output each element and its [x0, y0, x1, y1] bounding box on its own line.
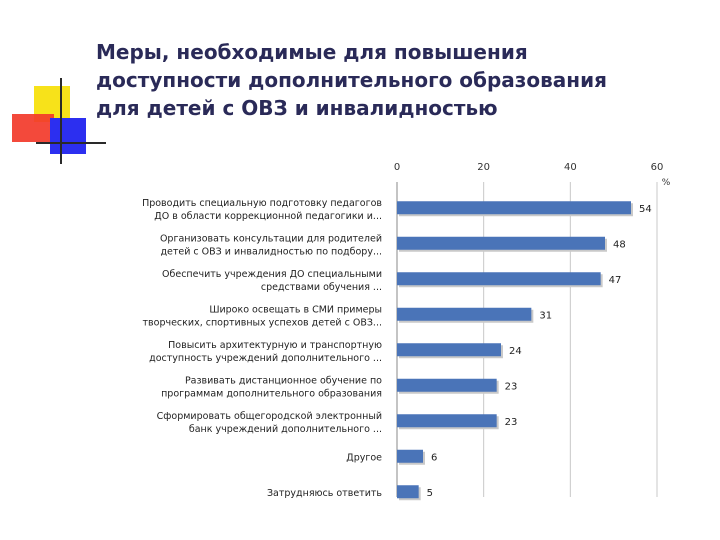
slide-title-line: Меры, необходимые для повышения	[96, 40, 528, 64]
bar	[397, 236, 605, 250]
category-label: Организовать консультации для родителей	[160, 233, 382, 244]
bar	[397, 307, 532, 321]
category-label: ДО в области коррекционной педагогики и.…	[154, 211, 382, 222]
x-tick-label: 60	[651, 162, 664, 173]
data-label: 5	[427, 488, 433, 499]
data-label: 23	[505, 381, 518, 392]
x-axis-unit-label: %	[662, 178, 671, 188]
category-label: Затрудняюсь ответить	[267, 488, 382, 499]
category-label: Сформировать общегородской электронный	[157, 411, 382, 422]
category-label: творческих, спортивных успехов детей с О…	[143, 317, 383, 328]
data-label: 47	[609, 275, 622, 286]
category-label: банк учреждений дополнительного ...	[189, 424, 382, 435]
bar	[397, 414, 497, 428]
data-label: 23	[505, 417, 518, 428]
bar	[397, 378, 497, 392]
category-label: Широко освещать в СМИ примеры	[209, 304, 382, 315]
category-label: средствами обучения ...	[261, 282, 382, 293]
bar	[397, 485, 419, 499]
data-label: 48	[613, 239, 626, 250]
category-label: Проводить специальную подготовку педагог…	[142, 198, 382, 209]
category-label: программам дополнительного образования	[161, 388, 382, 399]
slide-title-line: для детей с ОВЗ и инвалидностью	[96, 96, 498, 120]
decor-vertical-line	[60, 78, 62, 164]
category-label: детей с ОВЗ и инвалидностью по подбору..…	[160, 246, 382, 257]
category-label: Обеспечить учреждения ДО специальными	[162, 269, 382, 280]
category-label: Повысить архитектурную и транспортную	[168, 340, 382, 351]
bar	[397, 201, 631, 215]
data-label: 24	[509, 346, 522, 357]
bar	[397, 343, 501, 357]
data-label: 31	[539, 310, 552, 321]
data-label: 54	[639, 204, 652, 215]
category-label: Развивать дистанционное обучение по	[185, 375, 382, 386]
x-tick-label: 20	[477, 162, 490, 173]
bar	[397, 449, 423, 463]
decor-blue-square	[50, 118, 86, 154]
decor-horizontal-line	[36, 142, 106, 144]
category-label: Другое	[346, 452, 382, 463]
category-label: доступность учреждений дополнительного .…	[149, 353, 382, 364]
slide-title-line: доступности дополнительного образования	[96, 68, 607, 92]
bar	[397, 272, 601, 286]
data-label: 6	[431, 452, 437, 463]
slide-title: Меры, необходимые для повышения доступно…	[96, 38, 696, 122]
x-tick-label: 40	[564, 162, 577, 173]
decor-red-square	[12, 114, 54, 142]
x-tick-label: 0	[394, 162, 400, 173]
